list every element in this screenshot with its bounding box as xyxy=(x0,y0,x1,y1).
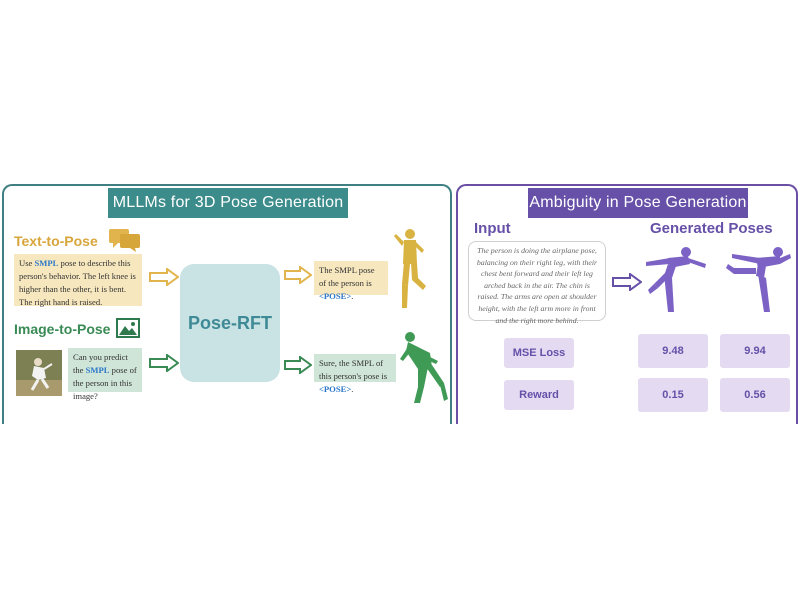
arrow-text-output xyxy=(284,266,312,284)
generated-pose-yellow-figure xyxy=(394,229,426,308)
image-icon xyxy=(116,318,140,338)
text-to-pose-input: Use SMPL pose to describe this person's … xyxy=(14,254,142,307)
reward-label: Reward xyxy=(504,380,574,410)
panel-title-right: Ambiguity in Pose Generation xyxy=(528,188,748,218)
pose-rft-model-box: Pose-RFT xyxy=(180,264,280,382)
mse-value-pose-2: 9.94 xyxy=(720,334,790,368)
image-to-pose-question: Can you predict the SMPL pose of the per… xyxy=(68,348,142,401)
speech-bubbles-icon xyxy=(109,229,140,252)
pose-rft-label: Pose-RFT xyxy=(187,312,272,333)
text-to-pose-label: Text-to-Pose xyxy=(14,233,98,249)
left-panel: MLLMs for 3D Pose Generation Text-to-Pos… xyxy=(2,184,452,424)
panel-title-left: MLLMs for 3D Pose Generation xyxy=(108,188,348,218)
arrow-image-input xyxy=(149,354,179,372)
mse-loss-label: MSE Loss xyxy=(504,338,574,368)
arrow-text-input xyxy=(149,268,179,286)
right-panel: Ambiguity in Pose Generation Input Gener… xyxy=(456,184,798,424)
image-to-pose-label: Image-to-Pose xyxy=(14,321,111,337)
text-to-pose-output: The SMPL pose of the person is <POSE>. xyxy=(314,261,388,301)
person-photo-thumbnail xyxy=(16,350,62,396)
reward-value-pose-2: 0.56 xyxy=(720,378,790,412)
generated-pose-figure-1 xyxy=(646,247,706,312)
generated-poses-label: Generated Poses xyxy=(650,220,773,237)
generated-pose-figure-2 xyxy=(726,247,791,312)
arrow-to-generated xyxy=(612,273,642,291)
generated-pose-green-figure xyxy=(400,332,448,403)
input-label: Input xyxy=(474,220,511,237)
arrow-image-output xyxy=(284,356,312,374)
image-to-pose-output: Sure, the SMPL of this person's pose is … xyxy=(314,354,396,394)
pose-description-text: The person is doing the airplane pose, b… xyxy=(468,241,606,325)
mse-value-pose-1: 9.48 xyxy=(638,334,708,368)
reward-value-pose-1: 0.15 xyxy=(638,378,708,412)
